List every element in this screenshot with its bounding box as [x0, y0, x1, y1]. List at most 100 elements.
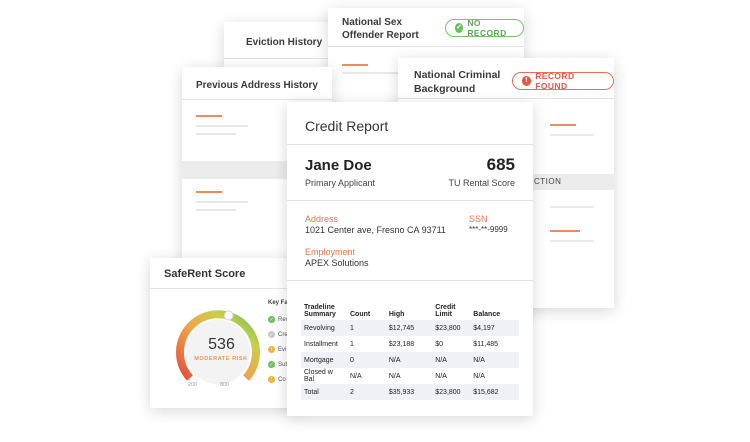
table-row: Mortgage 0 N/A N/A N/A — [301, 352, 519, 368]
key-factor-text: Cre — [278, 331, 288, 338]
table-header-row: Tradeline Summary Count High Credit Limi… — [301, 292, 519, 320]
key-factor-text: Sub — [278, 361, 289, 368]
table-cell: 1 — [347, 320, 386, 336]
card-header-divider — [150, 288, 298, 289]
alert-icon: ! — [522, 76, 532, 86]
table-cell: N/A — [385, 352, 433, 368]
previous-address-title: Previous Address History — [196, 80, 318, 91]
table-cell: $15,682 — [470, 384, 519, 400]
table-cell: N/A — [432, 352, 471, 368]
table-cell: Closed w Bal — [304, 369, 333, 383]
record-found-badge: ! RECORD FOUND — [512, 71, 614, 91]
placeholder-line — [196, 191, 222, 193]
table-cell: $23,800 — [432, 384, 471, 400]
credit-report-card: Credit Report Jane Doe Primary Applicant… — [287, 102, 533, 416]
card-header-divider — [287, 144, 533, 145]
criminal-background-title: National Criminal Background — [414, 68, 500, 96]
table-cell: $12,745 — [385, 320, 433, 336]
tu-rental-score: 685 — [486, 155, 515, 174]
table-cell: Installment — [304, 340, 338, 348]
table-cell: Total — [301, 384, 347, 400]
table-cell: $23,188 — [388, 340, 415, 348]
key-factor-item: ✓ Cre — [268, 331, 288, 338]
table-row: Total 2 $35,933 $23,800 $15,682 — [301, 384, 519, 400]
saferent-gauge — [176, 310, 260, 384]
placeholder-line — [342, 72, 402, 74]
table-cell: 1 — [350, 340, 354, 348]
address-label: Address — [305, 214, 339, 224]
placeholder-line — [196, 201, 248, 203]
ssn-value: ***-**-9999 — [469, 225, 508, 234]
column-header: Credit Limit — [435, 304, 456, 318]
key-factor-item: ✓ Rev — [268, 316, 289, 323]
sex-offender-title-line2: Offender Report — [342, 30, 419, 41]
gauge-inner-disc — [186, 320, 250, 384]
key-factor-item: ! Co — [268, 376, 286, 383]
placeholder-line — [550, 134, 594, 136]
table-cell: $11,485 — [473, 340, 499, 348]
column-header: Count — [350, 311, 371, 318]
check-icon: ✓ — [268, 361, 275, 368]
saferent-score-value: 536 — [208, 336, 235, 353]
placeholder-line — [196, 115, 222, 117]
placeholder-line — [550, 230, 580, 232]
applicant-role: Primary Applicant — [305, 178, 376, 188]
table-cell: $23,800 — [432, 320, 471, 336]
eviction-history-title: Eviction History — [246, 37, 323, 48]
key-factor-text: Co — [278, 376, 286, 383]
table-row: Installment 1 $23,188 $0 $11,485 — [301, 336, 519, 352]
tu-rental-score-label: TU Rental Score — [448, 178, 515, 188]
table-cell: 0 — [347, 352, 386, 368]
credit-report-title: Credit Report — [305, 118, 389, 134]
key-factor-text: Evi — [278, 346, 287, 353]
gauge-arc — [176, 310, 260, 381]
no-record-badge-label: NO RECORD — [467, 18, 507, 38]
table-cell: N/A — [350, 372, 362, 380]
record-found-badge-label: RECORD FOUND — [535, 71, 575, 91]
card-header-divider — [328, 46, 524, 47]
table-cell: 2 — [347, 384, 386, 400]
criminal-title-line1: National Criminal — [414, 69, 501, 81]
check-icon: ✓ — [268, 316, 275, 323]
placeholder-line — [550, 240, 594, 242]
table-cell: $0 — [435, 340, 444, 348]
saferent-score-card: SafeRent Score 536 MODERATE RISK 200 800… — [150, 258, 298, 408]
key-factor-text: Rev — [278, 316, 289, 323]
table-cell: N/A — [435, 372, 447, 380]
gauge-max-label: 800 — [220, 382, 230, 388]
table-cell: Revolving — [301, 320, 347, 336]
table-cell: N/A — [388, 372, 401, 380]
table-cell: Mortgage — [301, 352, 347, 368]
gauge-min-label: 200 — [188, 382, 198, 388]
no-record-badge: ✓ NO RECORD — [445, 18, 524, 38]
placeholder-line — [550, 206, 594, 208]
placeholder-line — [196, 125, 248, 127]
column-header: Balance — [473, 311, 501, 318]
warning-icon: ! — [268, 376, 275, 383]
table-cell: N/A — [473, 372, 485, 380]
saferent-title: SafeRent Score — [164, 268, 246, 280]
key-factors-title: Key Fa — [268, 300, 288, 306]
table-cell: $4,197 — [470, 320, 519, 336]
warning-icon: ! — [268, 346, 275, 353]
applicant-name: Jane Doe — [305, 157, 372, 174]
section-divider — [287, 200, 533, 201]
table-cell: N/A — [470, 352, 519, 368]
card-header-divider — [224, 58, 359, 59]
table-row: Closed w Bal N/A N/A N/A N/A — [301, 368, 519, 384]
section-band-label: CTION — [534, 177, 562, 186]
gauge-marker — [223, 310, 234, 321]
card-header-divider — [182, 99, 332, 100]
criminal-title-line2: Background — [414, 83, 476, 95]
table-row: Revolving 1 $12,745 $23,800 $4,197 — [301, 320, 519, 336]
column-header: Tradeline Summary — [304, 304, 336, 318]
card-header-divider — [398, 98, 614, 99]
table-cell: $35,933 — [385, 384, 433, 400]
tradeline-summary-table: Tradeline Summary Count High Credit Limi… — [301, 292, 519, 400]
placeholder-line — [196, 209, 236, 211]
sex-offender-title-line1: National Sex — [342, 17, 403, 28]
key-factor-item: ! Evi — [268, 346, 286, 353]
ssn-label: SSN — [469, 214, 488, 224]
placeholder-line — [550, 124, 576, 126]
employment-value: APEX Solutions — [305, 258, 369, 268]
